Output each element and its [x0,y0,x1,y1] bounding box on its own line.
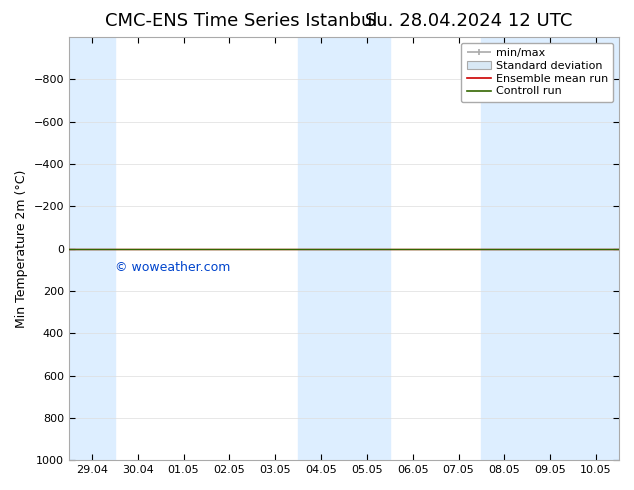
Text: Su. 28.04.2024 12 UTC: Su. 28.04.2024 12 UTC [365,12,573,30]
Bar [344,37,390,460]
Text: © woweather.com: © woweather.com [115,261,230,274]
Bar [527,37,573,460]
Y-axis label: Min Temperature 2m (°C): Min Temperature 2m (°C) [15,170,28,328]
Legend: min/max, Standard deviation, Ensemble mean run, Controll run: min/max, Standard deviation, Ensemble me… [461,43,614,102]
Text: CMC-ENS Time Series Istanbul: CMC-ENS Time Series Istanbul [105,12,377,30]
Bar [298,37,344,460]
Bar [573,37,619,460]
Bar [69,37,115,460]
Bar [481,37,527,460]
